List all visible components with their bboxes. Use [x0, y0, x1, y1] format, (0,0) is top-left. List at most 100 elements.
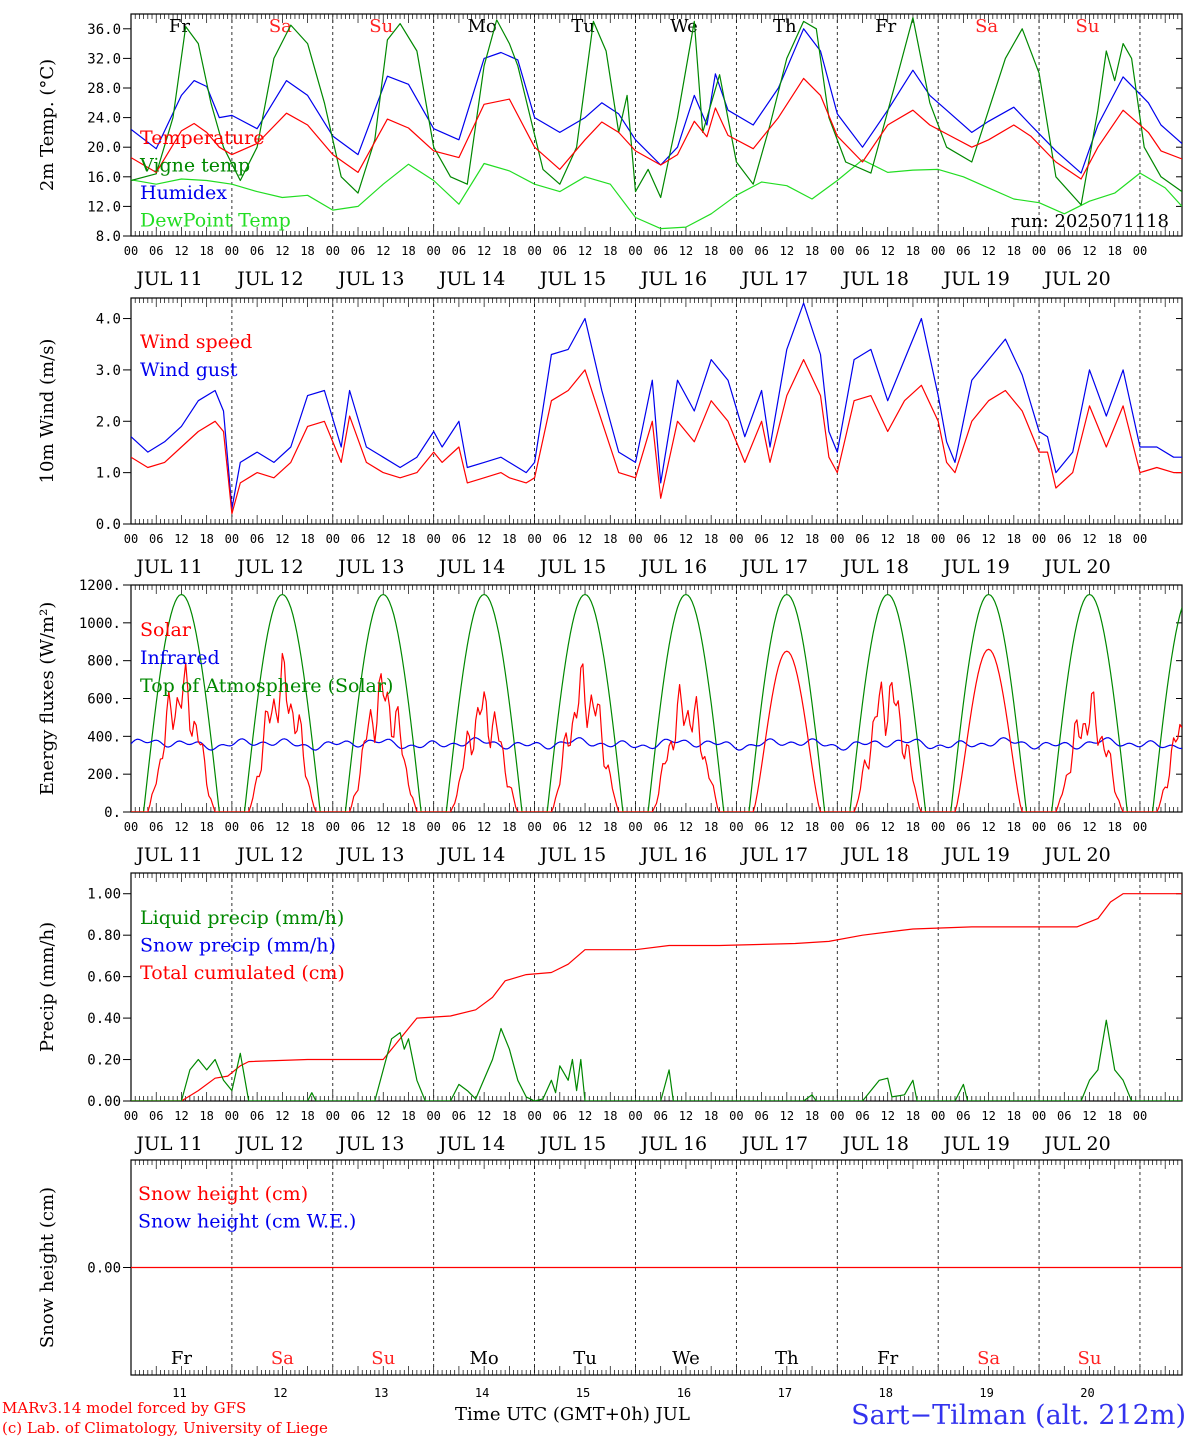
- day-of-week-label: Fr: [171, 1348, 192, 1369]
- x-hour-label: 00: [225, 532, 239, 546]
- run-annotation: run: 2025071118: [1011, 211, 1169, 232]
- series-line-wind-speed: [131, 359, 1182, 515]
- x-date-label: JUL 17: [740, 1133, 808, 1155]
- y-tick-label: 0.40: [87, 1011, 121, 1027]
- day-of-week-label: Th: [773, 16, 797, 37]
- x-date-label: JUL 17: [740, 844, 808, 866]
- x-date-label: JUL 14: [437, 844, 505, 866]
- day-number-label: 13: [374, 1386, 388, 1400]
- x-hour-label: 18: [401, 820, 415, 834]
- legend-entry: Snow precip (mm/h): [140, 935, 336, 957]
- x-hour-label: 12: [174, 532, 188, 546]
- day-number-label: 14: [475, 1386, 489, 1400]
- x-hour-label: 00: [830, 532, 844, 546]
- x-hour-label: 12: [477, 532, 491, 546]
- x-hour-label: 00: [931, 532, 945, 546]
- x-date-label: JUL 20: [1042, 556, 1110, 578]
- x-date-label: JUL 19: [941, 1133, 1009, 1155]
- day-of-week-label: Sa: [271, 1348, 294, 1369]
- x-hour-label: 12: [477, 1109, 491, 1123]
- series-line-total-cumulated-cm-: [131, 893, 1182, 1101]
- day-number-label: 20: [1080, 1386, 1094, 1400]
- x-hour-label: 12: [981, 1109, 995, 1123]
- x-date-label: JUL 17: [740, 268, 808, 290]
- x-hour-label: 18: [300, 532, 314, 546]
- x-hour-label: 00: [830, 244, 844, 258]
- x-hour-label: 00: [729, 820, 743, 834]
- x-hour-label: 00: [326, 532, 340, 546]
- x-hour-label: 18: [603, 820, 617, 834]
- legend-entry: Wind gust: [140, 359, 238, 381]
- x-hour-label: 00: [527, 1109, 541, 1123]
- x-hour-label: 12: [679, 820, 693, 834]
- day-of-week-label: Mo: [469, 1348, 498, 1369]
- x-hour-label: 18: [1108, 244, 1122, 258]
- x-axis-title: Time UTC (GMT+0h) JUL: [455, 1404, 690, 1425]
- y-tick-label: 0.20: [87, 1053, 121, 1069]
- day-number-label: 17: [778, 1386, 792, 1400]
- y-tick-label: 3.0: [96, 363, 121, 379]
- x-hour-label: 06: [250, 244, 264, 258]
- x-hour-label: 06: [553, 244, 567, 258]
- x-hour-label: 12: [376, 244, 390, 258]
- x-hour-label: 12: [578, 244, 592, 258]
- x-hour-label: 12: [275, 1109, 289, 1123]
- x-hour-label: 00: [124, 244, 138, 258]
- legend-entry: Temperature: [140, 127, 264, 149]
- y-tick-label: 0.60: [87, 970, 121, 986]
- x-hour-label: 00: [1032, 1109, 1046, 1123]
- lab-credit: (c) Lab. of Climatology, University of L…: [2, 1419, 328, 1437]
- series-group: [131, 17, 1182, 230]
- x-hour-label: 12: [376, 1109, 390, 1123]
- x-date-label: JUL 15: [538, 268, 606, 290]
- x-hour-label: 00: [426, 532, 440, 546]
- x-hour-label: 06: [149, 820, 163, 834]
- x-date-label: JUL 15: [538, 844, 606, 866]
- x-hour-label: 18: [805, 244, 819, 258]
- series-line-liquid-precip-mm-h-: [131, 1019, 1182, 1101]
- day-of-week-label: Sa: [977, 1348, 1000, 1369]
- legend-entry: Humidex: [140, 182, 227, 204]
- series-line-infrared: [131, 737, 1182, 751]
- day-number-label: 12: [273, 1386, 287, 1400]
- y-axis-label: 2m Temp. (°C): [37, 59, 58, 191]
- series-line-wind-gust: [131, 302, 1182, 510]
- x-hour-label: 00: [326, 820, 340, 834]
- station-name: Sart−Tilman (alt. 212m): [851, 1400, 1186, 1431]
- y-tick-label: 0.00: [87, 1261, 121, 1277]
- panel-2: 0.0 1.0 2.0 3.0 4.0 10m Wind (m/s) 00 06 12 18 JUL…: [37, 297, 1183, 578]
- model-credit: MARv3.14 model forced by GFS: [2, 1399, 247, 1417]
- y-tick-label: 400.: [87, 729, 121, 745]
- x-hour-label: 18: [401, 532, 415, 546]
- x-hour-label: 00: [225, 820, 239, 834]
- series-line-humidex: [131, 28, 1182, 174]
- x-hour-label: 06: [754, 820, 768, 834]
- x-hour-label: 00: [1133, 820, 1147, 834]
- x-hour-label: 06: [653, 1109, 667, 1123]
- x-hour-label: 00: [1133, 1109, 1147, 1123]
- y-axis-label: Precip (mm/h): [37, 922, 58, 1052]
- panel-3: 0. 200. 400. 600. 800. 1000. 1200. Energy fluxe…: [37, 578, 1183, 866]
- day-of-week-label: Sa: [975, 16, 998, 37]
- day-of-week-label: Mo: [467, 16, 496, 37]
- y-tick-label: 0.00: [87, 1094, 121, 1110]
- x-hour-label: 06: [250, 532, 264, 546]
- x-hour-label: 12: [880, 820, 894, 834]
- x-hour-label: 00: [527, 244, 541, 258]
- x-hour-label: 12: [1082, 820, 1096, 834]
- x-date-label: JUL 19: [941, 844, 1009, 866]
- x-hour-label: 12: [174, 820, 188, 834]
- x-hour-label: 18: [906, 820, 920, 834]
- x-hour-label: 00: [124, 532, 138, 546]
- x-hour-label: 00: [326, 1109, 340, 1123]
- x-hour-label: 18: [300, 244, 314, 258]
- x-hour-label: 06: [351, 1109, 365, 1123]
- x-hour-label: 00: [1133, 244, 1147, 258]
- day-number-label: 19: [979, 1386, 993, 1400]
- x-hour-label: 00: [225, 1109, 239, 1123]
- x-hour-label: 06: [149, 244, 163, 258]
- x-hour-label: 18: [906, 1109, 920, 1123]
- x-hour-label: 12: [477, 820, 491, 834]
- x-hour-label: 12: [679, 1109, 693, 1123]
- x-hour-label: 18: [1007, 820, 1021, 834]
